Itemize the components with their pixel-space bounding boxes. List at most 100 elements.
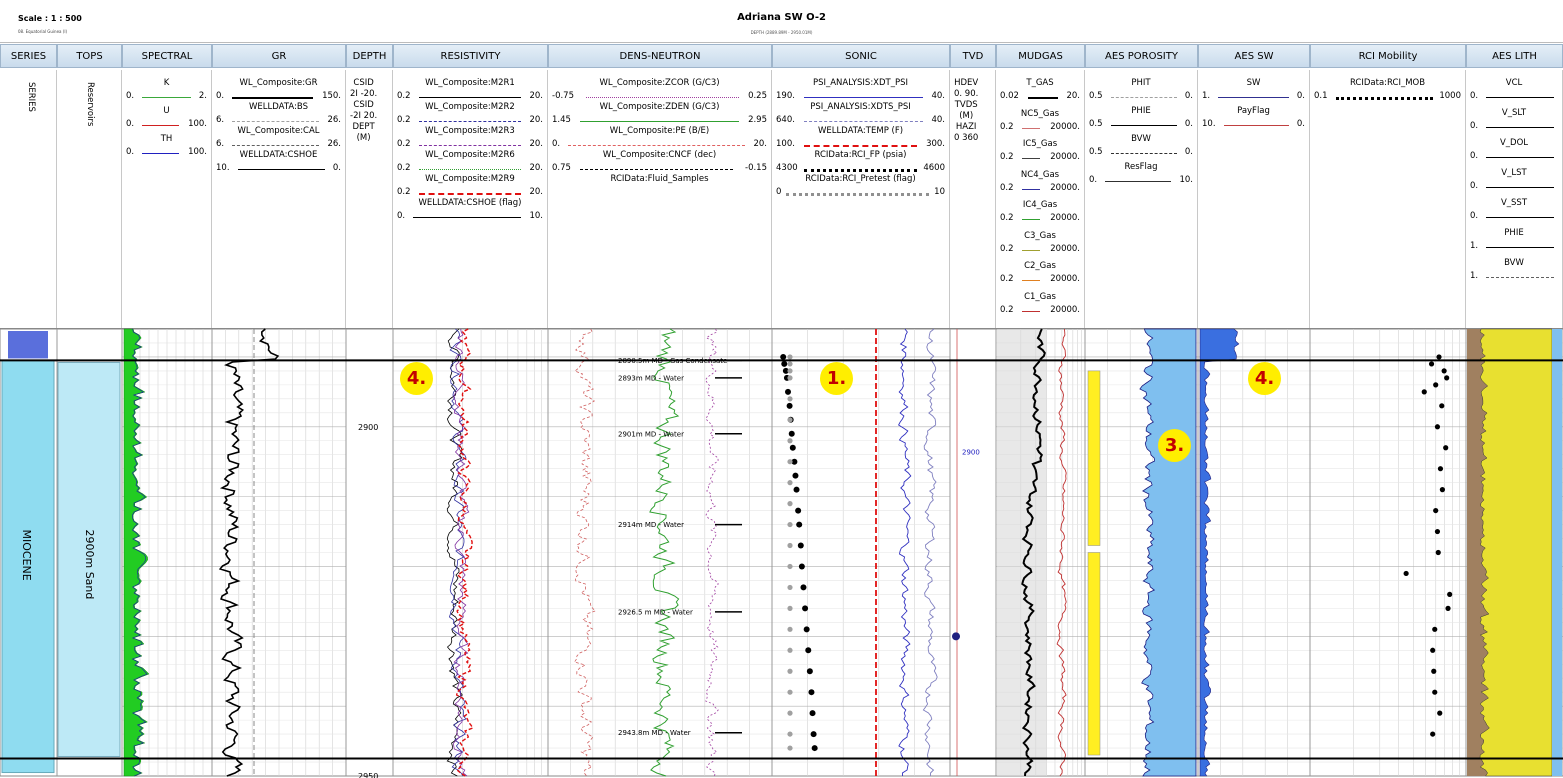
rci-pressure-point	[782, 367, 789, 374]
gr-curve	[218, 328, 280, 777]
legend-curve-min: 1.	[1470, 241, 1479, 251]
legend-curve-name: WL_Composite:M2R1	[425, 78, 515, 88]
legend-curve-min: 0.2	[397, 163, 411, 173]
legend-curve-scale: 0.2 20.	[397, 115, 543, 127]
legend-curve-name: WL_Composite:M2R2	[425, 102, 515, 112]
legend-curve-name: SW	[1246, 78, 1261, 88]
legend-curve-line	[1111, 97, 1177, 98]
well-title: Adriana SW O-2	[737, 12, 826, 23]
legend-curve: RCIData:Fluid_Samples	[552, 174, 767, 204]
legend-col-tvd: HDEV 0. 90. TVDS (M) HAZI 0 360	[950, 70, 996, 328]
legend-curve-name: WL_Composite:M2R3	[425, 126, 515, 136]
tops-block-sand	[57, 361, 121, 758]
legend-curve-min: 10.	[1202, 119, 1216, 129]
legend-curve-line	[804, 169, 917, 172]
legend-curve-scale: 0.1 1000	[1314, 91, 1461, 103]
rci-pressure-point	[811, 745, 818, 752]
legend-curve-name: TH	[160, 134, 173, 144]
rci-pretest-point	[787, 396, 793, 402]
legend-curve: WL_Composite:M2R1 0.2 20.	[397, 78, 543, 108]
legend-curve-min: 0.	[1470, 211, 1479, 221]
legend-curve-scale: 0.	[1470, 91, 1558, 103]
legend-curve-scale: -0.75 0.25	[552, 91, 767, 103]
track-header-series: SERIES	[0, 44, 57, 68]
legend-curve-name: PSI_ANALYSIS:XDTS_PSI	[810, 102, 911, 112]
rci-pretest-point	[787, 563, 793, 570]
scale-label: Scale : 1 : 500	[18, 14, 82, 23]
legend-curve-scale: 0. 150.	[216, 91, 341, 103]
tvd-legend-line: TVDS	[954, 100, 978, 110]
legend-curve: V_DOL 0.	[1470, 138, 1558, 168]
legend-curve-max: 4600	[923, 163, 945, 173]
resflag-block-1	[1087, 370, 1101, 546]
legend-curve-scale: 0.5 0.	[1089, 119, 1193, 131]
fluid-sample-label: 2893m MD - Water	[618, 374, 684, 382]
legend-curve-min: 4300	[776, 163, 798, 173]
legend-curve-min: 0.5	[1089, 147, 1103, 157]
legend-curve-line	[232, 121, 319, 122]
legend-curve-line	[232, 97, 313, 99]
legend-curve: V_LST 0.	[1470, 168, 1558, 198]
legend-curve-max: 1000	[1439, 91, 1461, 101]
legend-curve-min: 0.	[216, 91, 225, 101]
legend-curve-name: WL_Composite:GR	[239, 78, 318, 88]
rci-mobility-point	[1439, 487, 1445, 493]
rci-pressure-point	[805, 647, 812, 654]
legend-curve-min: 0.2	[1000, 243, 1014, 254]
xdt-curve	[898, 328, 912, 777]
scale-sub-label: 08. Equatorial Guinea (I)	[18, 29, 68, 34]
legend-curve-scale: 0. 10.	[1089, 175, 1193, 187]
resistivity-curve	[453, 328, 470, 777]
legend-curve-scale: 0.2 20.	[397, 139, 543, 151]
legend-curve: BVW 1.	[1470, 258, 1558, 288]
track-header-depth: DEPTH	[346, 44, 393, 68]
legend-curve-name: IC4_Gas	[1022, 200, 1058, 210]
depth-legend-line: 2I -20.	[350, 89, 378, 99]
mudgas-shading	[997, 329, 1047, 776]
legend-curve-min: 0.2	[1000, 213, 1014, 223]
legend-curve-line	[580, 121, 739, 122]
annotation-badge-1: 1.	[820, 362, 853, 395]
legend-curve-scale: 0.5 0.	[1089, 91, 1193, 103]
annotation-badge-4: 4.	[1248, 362, 1281, 395]
legend-curve-max: 2.95	[748, 115, 767, 125]
legend-curve-name: WL_Composite:ZCOR (G/C3)	[599, 78, 720, 88]
rci-pretest-point	[787, 689, 793, 695]
tvd-depth-label: 2900	[962, 449, 980, 457]
legend-curve-name: PHIE	[1131, 106, 1151, 116]
legend-curve-name: WL_Composite:M2R9	[425, 174, 515, 184]
legend-curve-line	[413, 217, 521, 218]
rci-pretest-point	[787, 521, 793, 528]
legend-curve-line	[419, 169, 521, 170]
legend-curve-line	[1336, 97, 1433, 100]
xdts-curve	[922, 328, 938, 777]
legend-curve-name: WL_Composite:ZDEN (G/C3)	[599, 102, 720, 112]
legend-curve-name: IC5_Gas	[1022, 139, 1058, 149]
legend-curve: WL_Composite:PE (B/E) 0. 20.	[552, 126, 767, 156]
legend-curve-line	[419, 193, 521, 195]
legend-col-spectral: K 0. 2. U 0. 100. TH 0. 100.	[122, 70, 212, 328]
rci-mobility-point	[1437, 710, 1443, 716]
depth-legend-text: CSID 2I -20. CSID -2I 20. DEPT (M)	[350, 78, 377, 144]
legend-curve-name: NC5_Gas	[1020, 108, 1060, 119]
legend-curve-name: T_GAS	[1026, 78, 1054, 88]
legend-curve-line	[1022, 280, 1040, 281]
rci-pretest-point	[787, 480, 793, 486]
rci-pretest-point	[787, 710, 793, 716]
rci-pressure-point	[791, 458, 798, 465]
legend-curve-line	[1486, 157, 1554, 158]
legend-curve-scale: 0. 10.	[397, 211, 543, 223]
resistivity-curve	[448, 328, 467, 777]
legend-curve-scale: 0.2 20000.	[1000, 152, 1080, 164]
legend-curve: WL_Composite:M2R3 0.2 20.	[397, 126, 543, 156]
legend-col-resistivity: WL_Composite:M2R1 0.2 20. WL_Composite:M2R2…	[393, 70, 548, 328]
rci-mobility-point	[1433, 507, 1439, 514]
sw-fill	[1199, 328, 1240, 777]
legend-curve-scale: 640. 40.	[776, 115, 945, 127]
legend-curve-min: 1.	[1202, 91, 1211, 101]
rci-mobility-point	[1403, 570, 1409, 577]
legend-curve-max: 10	[934, 187, 945, 197]
legend-curve-scale: 0.2 20.	[397, 163, 543, 175]
legend-curve-name: ResFlag	[1124, 162, 1158, 172]
legend-curve-min: 10.	[216, 163, 230, 173]
